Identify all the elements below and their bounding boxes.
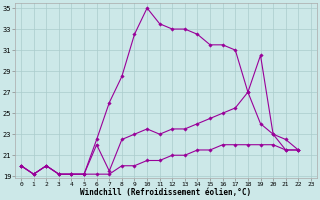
X-axis label: Windchill (Refroidissement éolien,°C): Windchill (Refroidissement éolien,°C)	[80, 188, 252, 197]
